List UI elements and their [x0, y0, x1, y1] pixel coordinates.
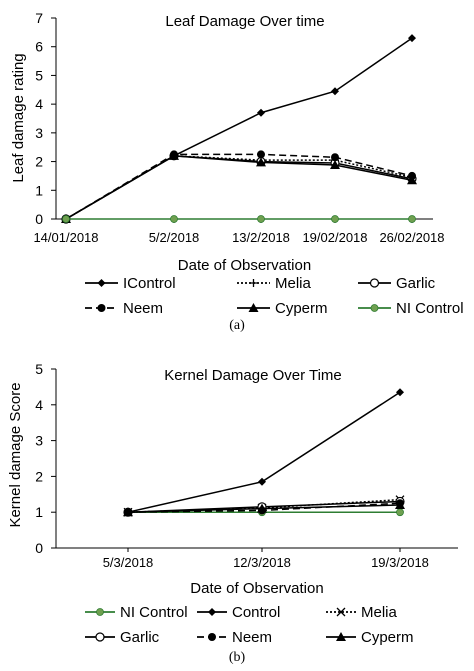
data-point-ni-control	[396, 508, 404, 517]
legend-marker-ni-control	[96, 608, 104, 616]
y-tick-label: 4	[35, 397, 43, 413]
legend-marker-cyperm	[336, 632, 346, 641]
data-point-ni-control	[257, 215, 265, 223]
y-tick-label: 6	[35, 39, 43, 55]
legend-label-cyperm: Cyperm	[275, 300, 328, 317]
legend-label-ni-control: NI Control	[396, 300, 464, 317]
y-tick-label: 1	[35, 182, 43, 198]
x-tick-label: 5/3/2018	[103, 555, 154, 570]
y-tick-label: 3	[35, 125, 43, 141]
legend-label-control: Control	[232, 604, 280, 621]
y-tick-label: 7	[35, 10, 43, 26]
series-melia	[62, 151, 416, 223]
legend-marker-melia	[249, 279, 258, 287]
x-tick-label: 13/2/2018	[232, 230, 290, 245]
series-line-icontrol	[65, 37, 413, 220]
data-point-neem	[257, 150, 265, 159]
data-point-cyperm	[395, 500, 405, 510]
legend-label-neem: Neem	[123, 300, 163, 317]
legend-marker-cyperm	[248, 303, 259, 312]
data-point-cyperm	[256, 157, 266, 167]
data-point-ni-control	[170, 215, 178, 223]
data-point-cyperm	[330, 160, 340, 170]
data-point-ni-control	[62, 215, 70, 223]
y-tick-label: 0	[35, 211, 43, 227]
data-point-control	[396, 388, 404, 397]
chart-title: Kernel Damage Over Time	[164, 367, 342, 384]
legend-marker-control	[208, 608, 216, 616]
series-garlic	[61, 151, 417, 224]
y-tick-label: 0	[35, 540, 43, 556]
legend-label-garlic: Garlic	[120, 629, 160, 646]
legend: NI Control Control Melia Garlic Neem Cyperm	[85, 604, 414, 646]
y-tick-label: 3	[35, 433, 43, 449]
data-point-neem	[331, 153, 339, 162]
legend: IControl Melia Garlic Neem Cyperm NI Control	[85, 275, 464, 317]
data-point-cyperm	[407, 175, 417, 185]
legend-label-garlic: Garlic	[396, 275, 436, 292]
x-tick-label: 26/02/2018	[379, 230, 444, 245]
data-point-icontrol	[408, 34, 416, 43]
legend-label-ni-control: NI Control	[120, 604, 188, 621]
y-axis-label: Leaf damage rating	[10, 53, 27, 182]
legend-label-melia: Melia	[275, 275, 312, 292]
data-point-cyperm	[123, 507, 133, 517]
series-cyperm	[123, 500, 405, 517]
series-ni-control	[62, 215, 416, 223]
data-point-cyperm	[169, 150, 179, 160]
y-tick-label: 2	[35, 154, 43, 170]
chart-2: Kernel Damage Over Time 0 1 2 3 4 5 5/3/2018 12/…	[7, 361, 458, 665]
y-tick-label: 5	[35, 67, 43, 83]
legend-marker-garlic	[95, 632, 105, 642]
figure-caption: (a)	[229, 318, 245, 333]
series-cyperm	[61, 150, 417, 223]
chart-1: Leaf Damage Over time 0 1 2 3 4 5 6 7 14/01/2018 5…	[10, 10, 464, 333]
x-tick-label: 5/2/2018	[149, 230, 200, 245]
data-point-icontrol	[331, 87, 339, 96]
x-tick-label: 19/02/2018	[302, 230, 367, 245]
legend-marker-garlic	[369, 278, 380, 288]
y-axis-label: Kernel damage Score	[7, 382, 24, 527]
x-tick-label: 12/3/2018	[233, 555, 291, 570]
x-tick-label: 19/3/2018	[371, 555, 429, 570]
y-tick-label: 4	[35, 96, 43, 112]
series-line-neem	[65, 153, 413, 220]
data-point-ni-control	[331, 215, 339, 223]
x-axis-label: Date of Observation	[178, 257, 311, 274]
x-tick-label: 14/01/2018	[33, 230, 98, 245]
legend-marker-melia	[336, 607, 346, 617]
data-point-icontrol	[257, 108, 265, 117]
legend-label-melia: Melia	[361, 604, 398, 621]
data-point-cyperm	[257, 503, 267, 513]
legend-label-neem: Neem	[232, 629, 272, 646]
chart-title: Leaf Damage Over time	[165, 13, 324, 30]
series-control	[124, 388, 404, 517]
data-point-control	[258, 477, 266, 486]
legend-label-cyperm: Cyperm	[361, 629, 414, 646]
y-tick-label: 2	[35, 468, 43, 484]
legend-label-icontrol: IControl	[123, 275, 176, 292]
series-line-control	[127, 391, 401, 513]
y-tick-label: 5	[35, 361, 43, 377]
legend-marker-icontrol	[97, 279, 106, 287]
data-point-ni-control	[408, 215, 416, 223]
series-icontrol	[62, 34, 416, 223]
figure-caption: (b)	[229, 650, 246, 665]
x-axis-label: Date of Observation	[190, 580, 323, 597]
legend-marker-neem	[97, 304, 106, 312]
y-tick-label: 1	[35, 504, 43, 520]
legend-marker-ni-control	[370, 304, 379, 312]
legend-marker-neem	[208, 633, 216, 641]
